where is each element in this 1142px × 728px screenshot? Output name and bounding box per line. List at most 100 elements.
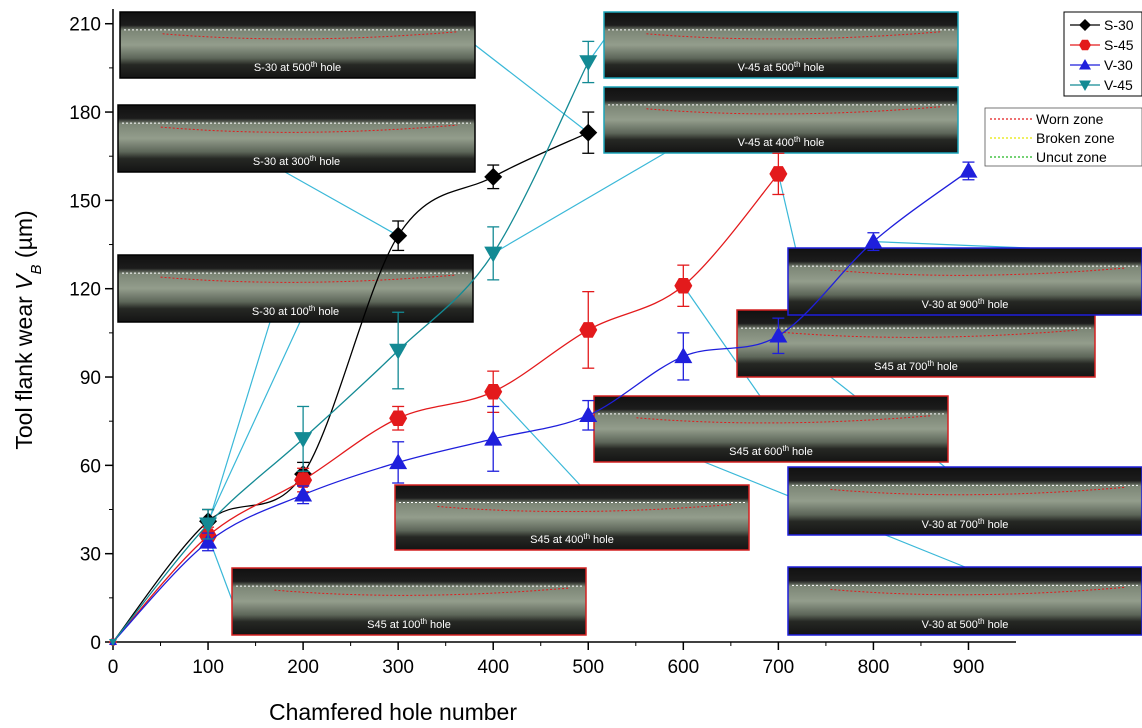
inset-label-suffix: hole — [320, 62, 341, 74]
inset-image: S-30 at 500th hole — [119, 11, 476, 79]
inset-worn-line — [160, 124, 458, 133]
marker — [484, 167, 503, 186]
connector-line — [492, 391, 581, 486]
y-tick-label: 120 — [69, 280, 101, 301]
inset-label-sup: th — [583, 532, 590, 541]
inset-label: S45 at 100th hole — [367, 617, 451, 631]
inset-worn-line — [437, 504, 732, 513]
marker — [959, 161, 978, 178]
inset-photo — [787, 247, 1142, 316]
marker — [294, 472, 313, 488]
inset-photo — [119, 11, 476, 79]
marker — [769, 326, 788, 343]
inset-label-text: S-30 at 300 — [253, 156, 310, 168]
inset-label-suffix: hole — [988, 519, 1009, 531]
legend-label: V-45 — [1104, 77, 1133, 93]
marker — [389, 410, 408, 427]
inset-label-text: S45 at 700 — [874, 361, 927, 373]
inset-label-suffix: hole — [988, 619, 1009, 631]
marker — [294, 485, 313, 502]
inset-image: S45 at 100th hole — [231, 567, 587, 636]
inset-photo — [117, 254, 474, 323]
inset-label-sup: th — [978, 297, 985, 306]
inset-label: V-30 at 500th hole — [922, 617, 1009, 631]
inset-label-sup: th — [782, 444, 789, 453]
inset-image: S45 at 700th hole — [736, 309, 1096, 378]
legend-box — [1063, 11, 1142, 97]
marker — [864, 232, 883, 249]
inset-worn-line — [830, 267, 1125, 276]
marker — [674, 347, 693, 364]
zone-legend: Worn zone Broken zone Uncut zone — [984, 107, 1142, 167]
inset-worn-line — [646, 31, 941, 40]
inset-label-sup: th — [311, 60, 318, 69]
inset-label-sup: th — [978, 517, 985, 526]
marker — [579, 406, 598, 423]
inset-label-text: S-30 at 100 — [252, 306, 309, 318]
inset-label-sup: th — [794, 60, 801, 69]
inset-label-text: V-30 at 900 — [922, 299, 978, 311]
inset-label: S-30 at 500th hole — [254, 60, 341, 74]
y-axis-title: Tool flank wear VB (µm) — [11, 210, 45, 449]
inset-photo — [394, 484, 750, 551]
inset-label-suffix: hole — [804, 137, 825, 149]
inset-worn-line — [779, 329, 1078, 338]
marker — [294, 432, 313, 448]
marker — [484, 383, 503, 400]
inset-label: S-30 at 100th hole — [252, 304, 339, 318]
inset-label-suffix: hole — [319, 156, 340, 168]
inset-label: S45 at 600th hole — [729, 444, 813, 458]
inset-label-text: V-45 at 500 — [738, 62, 794, 74]
inset-image: S45 at 400th hole — [394, 484, 750, 551]
y-tick-label: 60 — [80, 456, 101, 477]
inset-label-suffix: hole — [792, 446, 813, 458]
y-tick-label: 90 — [80, 368, 101, 389]
marker — [579, 55, 598, 71]
connector-line — [284, 171, 399, 237]
inset-image: V-30 at 500th hole — [787, 566, 1142, 636]
marker — [389, 343, 408, 360]
inset-label: V-45 at 500th hole — [738, 60, 825, 74]
zone-legend-box — [984, 107, 1142, 167]
inset-worn-line — [162, 31, 458, 40]
inset-label-text: V-30 at 500 — [922, 619, 978, 631]
inset-label-text: S-30 at 500 — [254, 62, 311, 74]
inset-image: V-30 at 900th hole — [787, 247, 1142, 316]
marker — [769, 166, 788, 182]
inset-worn-line — [830, 586, 1125, 596]
marker — [1079, 19, 1091, 31]
marker — [484, 246, 503, 263]
inset-label-suffix: hole — [318, 306, 339, 318]
inset-image: S-30 at 100th hole — [117, 254, 474, 323]
inset-worn-line — [830, 486, 1125, 496]
y-tick-label: 210 — [69, 15, 101, 36]
marker — [579, 322, 598, 338]
x-axis-title: Chamfered hole number — [269, 699, 517, 725]
x-tick-label: 100 — [192, 657, 224, 678]
series-line — [112, 170, 969, 643]
inset-worn-line — [274, 587, 569, 596]
legend-label: S-45 — [1104, 37, 1134, 53]
connector-line — [492, 152, 666, 254]
marker — [199, 517, 218, 534]
inset-label-sup: th — [420, 617, 427, 626]
marker — [109, 639, 117, 646]
inset-image: V-45 at 500th hole — [603, 11, 959, 79]
inset-photo — [593, 395, 949, 463]
inset-label: S45 at 400th hole — [530, 532, 614, 546]
inset-image: V-30 at 700th hole — [787, 466, 1142, 536]
x-tick-label: 700 — [763, 657, 795, 678]
y-tick-label: 180 — [69, 103, 101, 124]
series-line — [112, 61, 589, 643]
x-tick-label: 600 — [667, 657, 699, 678]
inset-label: V-30 at 700th hole — [922, 517, 1009, 531]
inset-photo — [603, 11, 959, 79]
connector-line — [207, 321, 301, 522]
inset-label-suffix: hole — [593, 534, 614, 546]
marker — [389, 226, 408, 245]
x-tick-label: 300 — [382, 657, 414, 678]
inset-label-sup: th — [794, 135, 801, 144]
marker — [674, 277, 693, 294]
marker — [484, 429, 503, 446]
inset-label-suffix: hole — [804, 62, 825, 74]
